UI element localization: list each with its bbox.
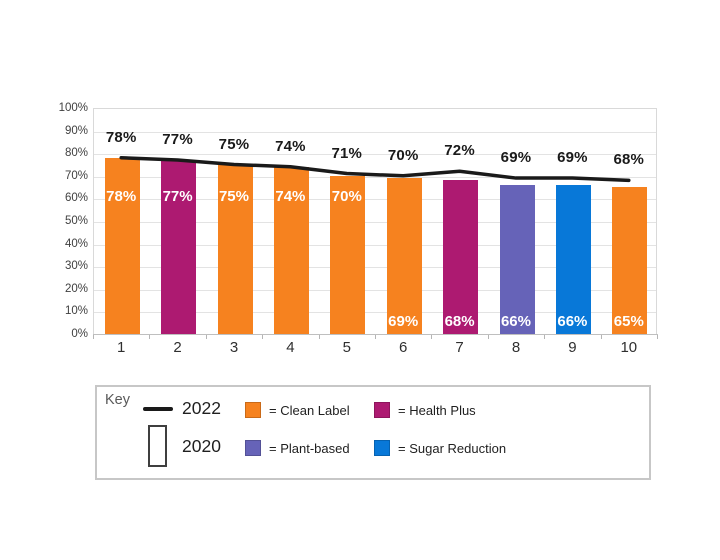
bar-value-label: 70% bbox=[331, 188, 362, 205]
x-tick-label: 5 bbox=[342, 339, 351, 356]
legend-entry: = Sugar Reduction bbox=[374, 440, 514, 456]
gridline bbox=[94, 244, 656, 246]
y-tick-label: 50% bbox=[64, 215, 88, 227]
bar-value-label: 69% bbox=[388, 313, 419, 330]
line-value-label: 69% bbox=[557, 149, 588, 167]
y-tick-label: 30% bbox=[64, 260, 88, 273]
line-value-label: 78% bbox=[105, 128, 137, 146]
line-value-label: 72% bbox=[444, 142, 475, 160]
legend: Key 2022 2020 = Clean Label = Health Plus… bbox=[95, 385, 651, 480]
gridline bbox=[94, 199, 656, 201]
x-axis-tick bbox=[487, 335, 489, 339]
x-tick-label: 9 bbox=[568, 339, 577, 356]
line-value-label: 75% bbox=[218, 135, 250, 153]
x-tick-label: 4 bbox=[286, 339, 295, 356]
y-tick-label: 20% bbox=[64, 282, 88, 295]
y-tick-label: 90% bbox=[64, 124, 88, 137]
line-value-label: 69% bbox=[500, 149, 532, 167]
gridline bbox=[94, 222, 656, 223]
x-axis-tick bbox=[600, 335, 602, 339]
y-tick-label: 70% bbox=[64, 169, 88, 182]
bar bbox=[330, 175, 366, 334]
plot-area bbox=[93, 108, 657, 334]
x-tick-label: 8 bbox=[511, 339, 521, 356]
gridline bbox=[94, 176, 656, 178]
legend-title: Key bbox=[105, 392, 130, 408]
trend-line-2022 bbox=[119, 155, 631, 183]
line-value-label: 74% bbox=[275, 137, 306, 155]
legend-entry-label: = Clean Label bbox=[269, 403, 350, 418]
bar bbox=[217, 164, 253, 334]
x-tick-label: 7 bbox=[455, 339, 464, 356]
x-axis-tick bbox=[149, 335, 151, 339]
legend-2022-label: 2022 bbox=[182, 398, 221, 418]
x-tick-label: 2 bbox=[173, 339, 182, 356]
x-axis-tick bbox=[544, 335, 546, 339]
x-axis-tick bbox=[318, 335, 320, 339]
legend-swatch bbox=[374, 402, 390, 418]
bar-value-label: 66% bbox=[557, 313, 588, 330]
bar bbox=[273, 166, 309, 334]
gridline bbox=[94, 267, 656, 269]
bar-value-label: 74% bbox=[275, 188, 306, 205]
x-axis-tick bbox=[657, 335, 658, 339]
legend-entry: = Clean Label bbox=[245, 402, 385, 418]
bar bbox=[499, 184, 535, 334]
legend-2020-label: 2020 bbox=[182, 436, 221, 456]
legend-entry: = Plant-based bbox=[245, 440, 385, 456]
line-value-label: 77% bbox=[162, 130, 193, 148]
legend-entry-label: = Sugar Reduction bbox=[398, 441, 507, 456]
x-axis-tick bbox=[205, 335, 207, 339]
y-tick-label: 60% bbox=[64, 192, 88, 205]
line-value-label: 71% bbox=[331, 144, 363, 162]
x-tick-label: 3 bbox=[229, 339, 239, 356]
bar bbox=[104, 157, 140, 334]
x-axis-tick bbox=[375, 335, 376, 339]
line-value-label: 70% bbox=[387, 146, 419, 164]
x-axis-line bbox=[93, 334, 658, 335]
legend-entry-label: = Plant-based bbox=[269, 441, 350, 456]
line-swatch-2022 bbox=[143, 407, 173, 411]
gridline bbox=[94, 312, 656, 314]
bar-value-label: 68% bbox=[444, 313, 475, 330]
gridline bbox=[94, 289, 656, 291]
gridline bbox=[94, 131, 656, 133]
x-axis-tick bbox=[93, 335, 94, 339]
line-value-label: 68% bbox=[613, 151, 645, 169]
legend-swatch bbox=[245, 402, 261, 418]
gridline bbox=[94, 154, 656, 156]
y-tick-label: 100% bbox=[58, 102, 88, 114]
bar-swatch-2020 bbox=[148, 425, 167, 467]
legend-swatch bbox=[245, 440, 261, 456]
bar bbox=[161, 159, 197, 334]
legend-entry: = Health Plus bbox=[374, 402, 514, 418]
x-tick-label: 10 bbox=[620, 339, 638, 356]
bar-value-label: 75% bbox=[218, 188, 249, 205]
y-tick-label: 80% bbox=[64, 147, 88, 160]
x-tick-label: 6 bbox=[399, 339, 408, 356]
bar-value-label: 78% bbox=[106, 188, 137, 205]
bar bbox=[443, 180, 479, 334]
x-axis-tick bbox=[431, 335, 433, 339]
bar-value-label: 77% bbox=[162, 188, 193, 205]
bar-value-label: 65% bbox=[613, 313, 644, 330]
legend-entry-label: = Health Plus bbox=[398, 403, 476, 418]
y-tick-label: 40% bbox=[64, 237, 88, 250]
bar bbox=[612, 187, 648, 334]
legend-swatch bbox=[374, 440, 390, 456]
x-tick-label: 1 bbox=[117, 339, 126, 356]
bar bbox=[386, 178, 422, 334]
y-tick-label: 0% bbox=[71, 328, 88, 340]
bar-value-label: 66% bbox=[500, 313, 531, 330]
bar bbox=[555, 184, 591, 334]
y-tick-label: 10% bbox=[64, 305, 88, 318]
x-axis-tick bbox=[262, 335, 264, 339]
